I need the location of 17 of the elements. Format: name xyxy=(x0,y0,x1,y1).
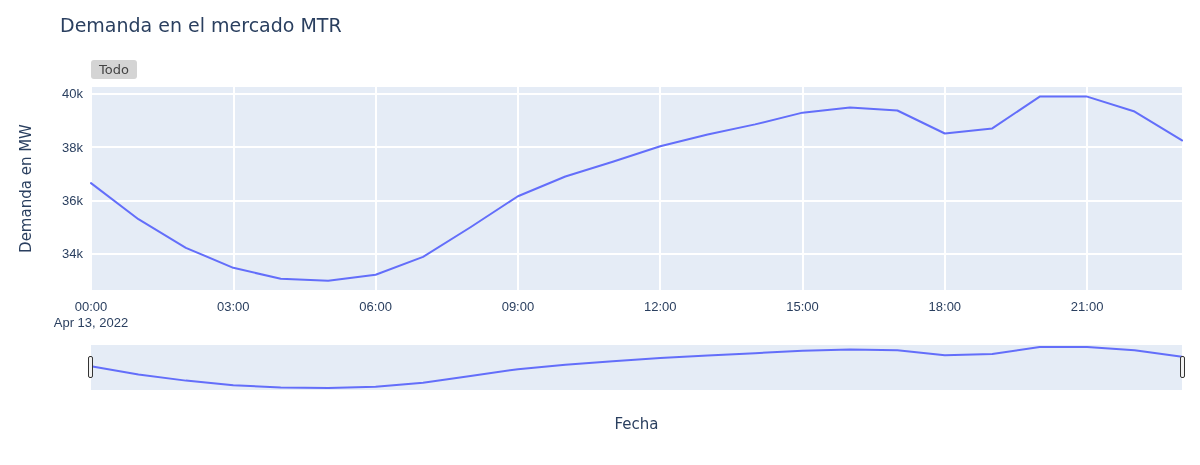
y-tick-label: 34k xyxy=(62,246,84,262)
x-tick-label: 06:00 xyxy=(359,298,392,314)
y-tick-label: 40k xyxy=(62,86,84,102)
x-tick-label: 18:00 xyxy=(928,298,962,314)
y-tick-label: 36k xyxy=(62,193,84,209)
x-tick-label: 15:00 xyxy=(786,298,819,314)
x-tick-label: 09:00 xyxy=(501,298,535,314)
range-button: Todo xyxy=(91,60,137,79)
y-tick-label: 38k xyxy=(62,139,84,155)
x-axis-title: Fecha xyxy=(614,414,659,433)
line-series xyxy=(90,95,1183,282)
x-tick-label: 03:00 xyxy=(217,298,250,314)
x-tick-label: 21:00 xyxy=(1070,298,1104,314)
y-axis-title: Demanda en MW xyxy=(16,123,35,253)
x-tick-label: 00:00 Apr 13, 2022 xyxy=(53,298,129,330)
x-tick-label: 12:00 xyxy=(643,298,677,314)
chart-title: Demanda en el mercado MTR xyxy=(60,13,342,36)
